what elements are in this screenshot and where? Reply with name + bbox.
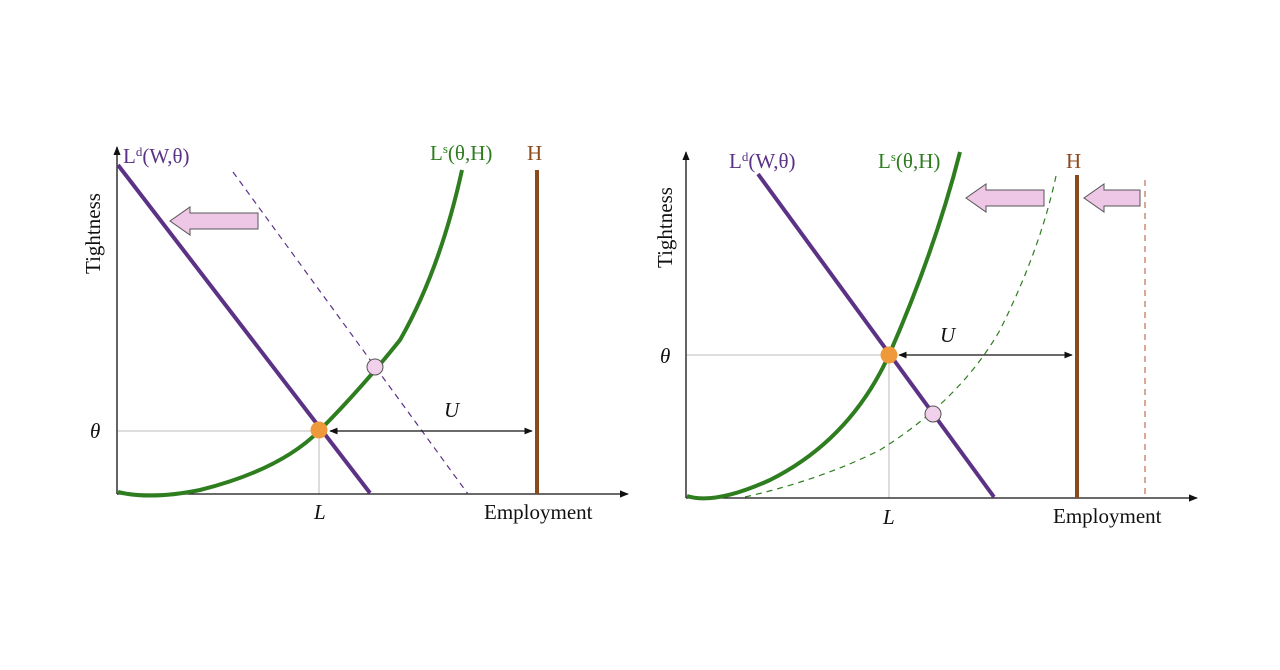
right-supply-shift-arrow [965,183,1045,213]
left-supply-label: Ls(θ,H) [430,141,492,165]
right-unemployment-label: U [940,323,957,347]
left-employment-tick-label: L [313,500,326,524]
left-shift-arrow [169,206,259,236]
right-labor-force-label: H [1066,149,1081,173]
right-theta-tick-label: θ [660,344,670,368]
left-unemployment-label: U [444,398,461,422]
left-labor-supply-curve [117,169,464,498]
left-shifted-point [366,358,384,376]
left-x-axis-label: Employment [484,500,593,524]
right-labor-force-shift-arrow [1083,183,1141,213]
left-panel: Ld(W,θ) Ls(θ,H) H θ L U Employment Tight… [81,141,629,524]
right-supply-label: Ls(θ,H) [878,149,940,173]
left-theta-tick-label: θ [90,419,100,443]
right-labor-supply-curve [686,151,962,501]
right-demand-label: Ld(W,θ) [729,149,796,173]
right-employment-tick-label: L [882,505,895,529]
left-labor-force-label: H [527,141,542,165]
right-y-axis-label: Tightness [653,187,677,268]
left-y-axis-label: Tightness [81,193,105,274]
right-labor-demand-curve [756,172,996,499]
left-labor-demand-curve [116,163,372,495]
right-panel: Ld(W,θ) Ls(θ,H) H θ L U Employment Tight… [653,149,1198,529]
right-equilibrium-point [880,346,898,364]
left-shifted-demand-curve [232,171,469,495]
right-shifted-supply-curve [744,175,1057,498]
left-demand-label: Ld(W,θ) [123,144,190,168]
right-x-axis-label: Employment [1053,504,1162,528]
left-equilibrium-point [310,421,328,439]
right-shifted-point [924,405,942,423]
